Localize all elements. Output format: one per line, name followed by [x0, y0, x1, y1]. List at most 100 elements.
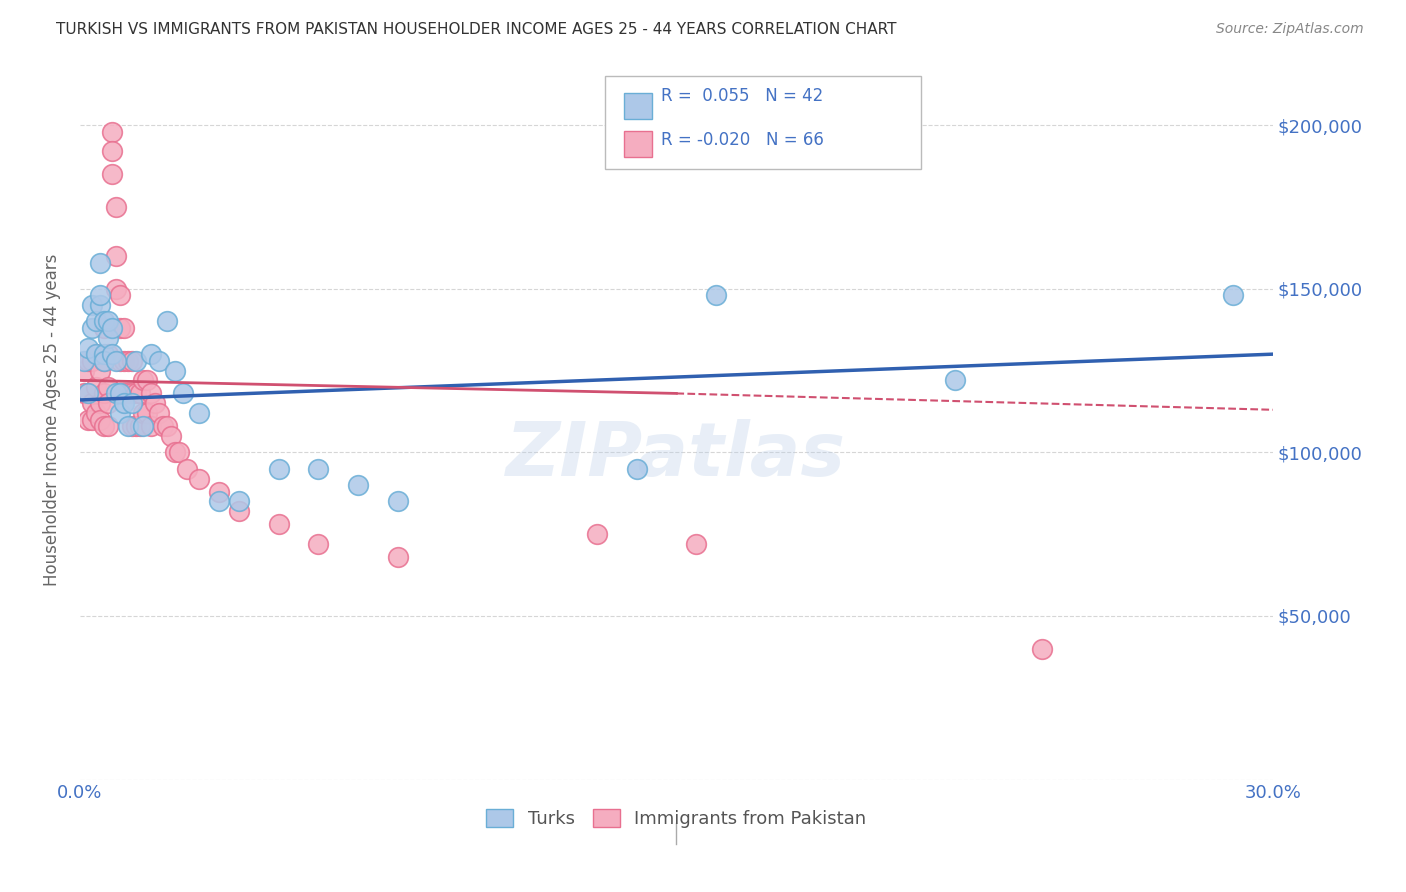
- Point: [176, 461, 198, 475]
- Point: [93, 353, 115, 368]
- Point: [228, 494, 250, 508]
- Point: [104, 282, 127, 296]
- Point: [165, 445, 187, 459]
- Point: [108, 406, 131, 420]
- Point: [128, 386, 150, 401]
- Point: [80, 298, 103, 312]
- Point: [228, 504, 250, 518]
- Point: [145, 396, 167, 410]
- Point: [156, 419, 179, 434]
- Point: [136, 373, 159, 387]
- Point: [97, 396, 120, 410]
- Point: [89, 298, 111, 312]
- Point: [387, 494, 409, 508]
- Point: [84, 347, 107, 361]
- Point: [188, 471, 211, 485]
- Point: [704, 288, 727, 302]
- Point: [84, 406, 107, 420]
- Point: [128, 419, 150, 434]
- Point: [100, 347, 122, 361]
- Point: [112, 386, 135, 401]
- Point: [73, 386, 96, 401]
- Point: [97, 331, 120, 345]
- Point: [89, 288, 111, 302]
- Point: [1222, 288, 1244, 302]
- Point: [97, 380, 120, 394]
- Point: [685, 537, 707, 551]
- Point: [84, 347, 107, 361]
- Point: [208, 484, 231, 499]
- Point: [121, 353, 143, 368]
- Point: [76, 341, 98, 355]
- Point: [267, 461, 290, 475]
- Point: [172, 386, 194, 401]
- Point: [165, 363, 187, 377]
- Point: [89, 363, 111, 377]
- Point: [267, 517, 290, 532]
- Point: [93, 321, 115, 335]
- Point: [626, 461, 648, 475]
- Point: [108, 353, 131, 368]
- Point: [124, 419, 146, 434]
- Legend: Turks, Immigrants from Pakistan: Turks, Immigrants from Pakistan: [479, 802, 873, 836]
- Point: [136, 406, 159, 420]
- Point: [84, 380, 107, 394]
- Point: [117, 353, 139, 368]
- Point: [104, 249, 127, 263]
- Point: [124, 386, 146, 401]
- Point: [1031, 641, 1053, 656]
- Point: [108, 288, 131, 302]
- Point: [93, 347, 115, 361]
- Point: [80, 396, 103, 410]
- Point: [104, 386, 127, 401]
- Point: [308, 461, 330, 475]
- Point: [156, 314, 179, 328]
- Point: [89, 255, 111, 269]
- Point: [108, 321, 131, 335]
- Point: [132, 406, 155, 420]
- Point: [108, 386, 131, 401]
- Point: [76, 386, 98, 401]
- Point: [121, 386, 143, 401]
- Point: [76, 386, 98, 401]
- Point: [100, 125, 122, 139]
- Point: [117, 386, 139, 401]
- Point: [112, 321, 135, 335]
- Text: ZIPatlas: ZIPatlas: [506, 419, 846, 492]
- Point: [89, 396, 111, 410]
- Point: [84, 314, 107, 328]
- Point: [76, 353, 98, 368]
- Point: [188, 406, 211, 420]
- Point: [141, 386, 163, 401]
- Point: [100, 145, 122, 159]
- Point: [160, 429, 183, 443]
- Point: [104, 200, 127, 214]
- Point: [586, 527, 609, 541]
- Point: [73, 353, 96, 368]
- Point: [100, 167, 122, 181]
- Point: [100, 321, 122, 335]
- Point: [93, 314, 115, 328]
- Point: [169, 445, 191, 459]
- Text: R =  0.055   N = 42: R = 0.055 N = 42: [661, 87, 823, 105]
- Point: [141, 419, 163, 434]
- Point: [124, 353, 146, 368]
- Point: [121, 419, 143, 434]
- Point: [80, 353, 103, 368]
- Point: [93, 419, 115, 434]
- Point: [387, 550, 409, 565]
- Point: [93, 353, 115, 368]
- Point: [89, 412, 111, 426]
- Point: [308, 537, 330, 551]
- Point: [132, 373, 155, 387]
- Point: [121, 396, 143, 410]
- Point: [97, 419, 120, 434]
- Point: [112, 396, 135, 410]
- Point: [148, 406, 170, 420]
- Y-axis label: Householder Income Ages 25 - 44 years: Householder Income Ages 25 - 44 years: [44, 253, 60, 586]
- Point: [93, 386, 115, 401]
- Point: [73, 363, 96, 377]
- Point: [132, 419, 155, 434]
- Point: [148, 353, 170, 368]
- Text: R = -0.020   N = 66: R = -0.020 N = 66: [661, 131, 824, 149]
